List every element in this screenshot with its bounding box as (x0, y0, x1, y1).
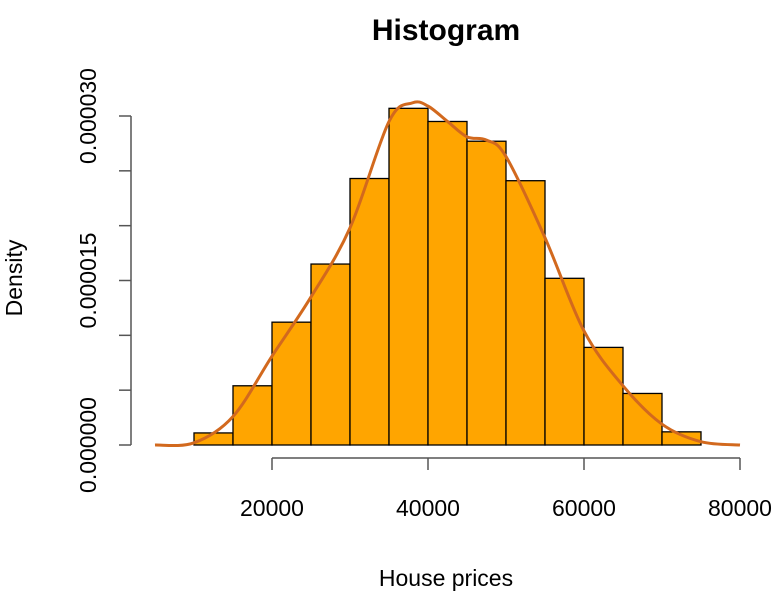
histogram-bar (661, 431, 702, 446)
curve-layer (154, 100, 741, 448)
x-axis-label: House prices (379, 565, 513, 591)
histogram-bar (310, 263, 351, 446)
y-tick-label: 0.000015 (75, 233, 101, 329)
x-tick-label: 60000 (552, 495, 616, 521)
y-tick-label: 0.000000 (75, 397, 101, 493)
histogram-bar (388, 107, 429, 446)
histogram-bar (544, 277, 585, 446)
x-tick-label: 20000 (240, 495, 304, 521)
y-axis-label: Density (1, 239, 27, 316)
x-tick-label: 80000 (708, 495, 772, 521)
x-axis: 20000 40000 60000 80000 (240, 457, 772, 521)
histogram-bar (349, 177, 390, 446)
histogram-bar (271, 321, 312, 446)
density-curve (154, 100, 741, 448)
chart-title: Histogram (372, 14, 520, 47)
bars-group (193, 107, 702, 446)
histogram-bar (466, 140, 507, 446)
y-tick-label: 0.000030 (75, 68, 101, 164)
histogram-bar (232, 385, 273, 446)
histogram-bar (505, 180, 546, 446)
x-tick-label: 40000 (396, 495, 460, 521)
y-axis: 0.000000 0.000015 0.000030 (75, 68, 132, 493)
histogram-bar (427, 120, 468, 446)
